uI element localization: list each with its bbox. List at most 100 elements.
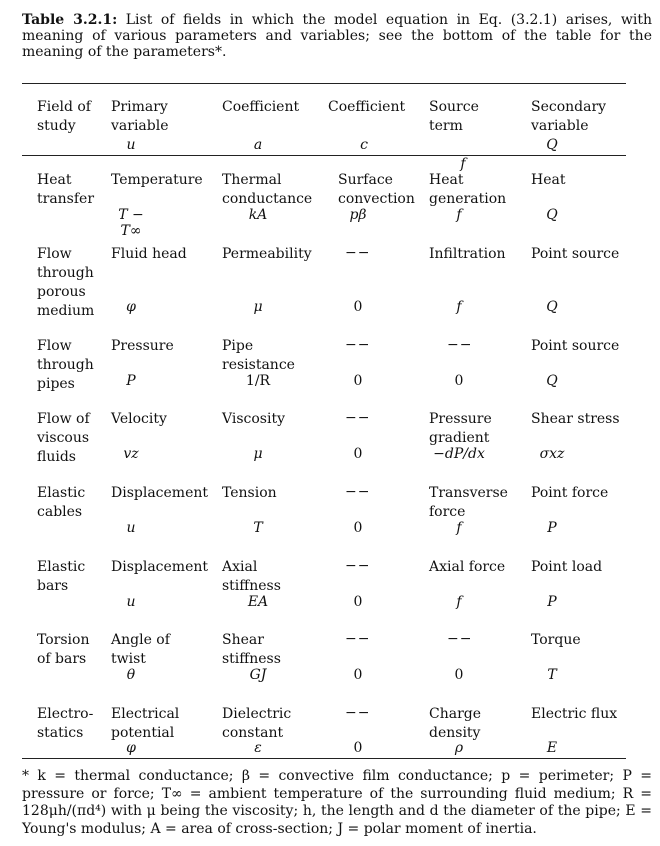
cell-primary-symbol: φ — [126, 740, 136, 756]
cell-a-symbol: ε — [254, 740, 262, 756]
cell-line: density — [429, 725, 481, 741]
cell-line: potential — [111, 725, 175, 741]
cell-line: Point load — [531, 559, 603, 575]
header-source-symbol: f — [460, 156, 466, 172]
cell-line: fluids — [37, 449, 76, 465]
cell-a: Viscosity — [222, 410, 285, 429]
header-field-line: study — [37, 118, 76, 134]
header-primary-line: Primary — [111, 99, 168, 115]
cell-primary-symbol: u — [126, 594, 136, 610]
cell-line: Point source — [531, 338, 620, 354]
cell-line: Charge — [429, 706, 482, 722]
cell-c-symbol: 0 — [353, 446, 363, 462]
cell-a-symbol: GJ — [249, 667, 267, 683]
cell-line: cables — [37, 504, 83, 520]
cell-line: Flow — [37, 338, 72, 354]
cell-f-symbol: 0 — [454, 373, 464, 389]
cell-line: Fluid head — [111, 246, 187, 262]
cell-line: convection — [338, 191, 415, 207]
cell-Q-symbol: P — [547, 520, 557, 536]
cell-a: Dielectric constant — [222, 705, 291, 743]
cell-line: Electrical — [111, 706, 180, 722]
cell-line: Pipe — [222, 338, 254, 354]
cell-field: Elastic cables — [37, 484, 85, 522]
table-footnote: * k = thermal conductance; β = convectiv… — [22, 768, 652, 837]
cell-primary-symbol: P — [126, 373, 136, 389]
cell-line: Displacement — [111, 559, 209, 575]
cell-primary-symbol: u — [126, 520, 136, 536]
cell-line: Electric flux — [531, 706, 618, 722]
cell-c-dash: −− — [345, 705, 371, 721]
cell-line: resistance — [222, 357, 295, 373]
header-secondary-line: Secondary — [531, 99, 607, 115]
cell-line: Pressure — [429, 411, 492, 427]
cell-Q: Shear stress — [531, 410, 620, 429]
cell-c-symbol: 0 — [353, 520, 363, 536]
cell-line: medium — [37, 303, 95, 319]
cell-c-dash: −− — [345, 410, 371, 426]
cell-a: Pipe resistance — [222, 337, 295, 375]
cell-field: Flow through porous medium — [37, 245, 94, 321]
cell-a-symbol: T — [253, 520, 263, 536]
cell-primary: Velocity — [111, 410, 167, 429]
cell-f: Transverse force — [429, 484, 508, 522]
cell-line: viscous — [37, 430, 90, 446]
cell-c-dash: −− — [345, 245, 371, 261]
cell-line: gradient — [429, 430, 490, 446]
cell-f-symbol: f — [456, 520, 462, 536]
cell-line: Temperature — [111, 172, 203, 188]
cell-f-dash: −− — [447, 631, 473, 647]
cell-line: statics — [37, 725, 84, 741]
cell-line: Torsion — [37, 632, 90, 648]
cell-primary: Displacement — [111, 484, 208, 503]
cell-a: Axial stiffness — [222, 558, 281, 596]
header-coef-c: Coefficient c — [328, 98, 405, 155]
cell-primary-symbol: vz — [123, 446, 139, 462]
cell-line: Shear stress — [531, 411, 620, 427]
cell-line: stiffness — [222, 578, 281, 594]
cell-primary: Temperature — [111, 171, 203, 190]
cell-Q: Heat — [531, 171, 565, 190]
cell-c-dash: −− — [345, 631, 371, 647]
cell-Q-symbol: T — [547, 667, 557, 683]
cell-primary: Electrical potential — [111, 705, 179, 743]
cell-line: Surface — [338, 172, 393, 188]
cell-field: Flow through pipes — [37, 337, 94, 394]
cell-line: through — [37, 265, 94, 281]
cell-line: stiffness — [222, 651, 281, 667]
cell-line: Angle of — [111, 632, 170, 648]
cell-field: Electro-statics — [37, 705, 93, 743]
cell-line: Axial — [222, 559, 258, 575]
header-rule — [22, 155, 626, 156]
cell-line: Viscosity — [222, 411, 285, 427]
cell-f-symbol: −dP/dx — [433, 446, 485, 462]
cell-line: generation — [429, 191, 507, 207]
cell-Q-symbol: σxz — [539, 446, 565, 462]
cell-line: Point force — [531, 485, 609, 501]
cell-Q-symbol: Q — [546, 207, 558, 223]
header-coef-c-symbol: c — [360, 137, 368, 153]
cell-line: constant — [222, 725, 284, 741]
cell-Q: Torque — [531, 631, 581, 650]
cell-c-dash: −− — [345, 337, 371, 353]
cell-a-symbol: EA — [247, 594, 269, 610]
cell-c: Surface convection — [338, 171, 415, 209]
cell-line: Point source — [531, 246, 620, 262]
header-coef-a-symbol: a — [253, 137, 263, 153]
cell-line: bars — [37, 578, 69, 594]
cell-Q-symbol: E — [546, 740, 558, 756]
cell-line: Elastic — [37, 485, 86, 501]
cell-line: Infiltration — [429, 246, 506, 262]
cell-f: Pressure gradient — [429, 410, 492, 448]
cell-field: Elastic bars — [37, 558, 85, 596]
cell-line: Pressure — [111, 338, 174, 354]
cell-Q: Point load — [531, 558, 602, 577]
cell-primary: Pressure — [111, 337, 174, 356]
cell-f: Axial force — [429, 558, 505, 577]
cell-primary-symbol: θ — [126, 667, 136, 683]
cell-Q: Point source — [531, 245, 619, 264]
cell-line: Axial force — [429, 559, 506, 575]
cell-line: Heat — [37, 172, 72, 188]
cell-f-symbol: ρ — [454, 740, 464, 756]
cell-line: pipes — [37, 376, 75, 392]
